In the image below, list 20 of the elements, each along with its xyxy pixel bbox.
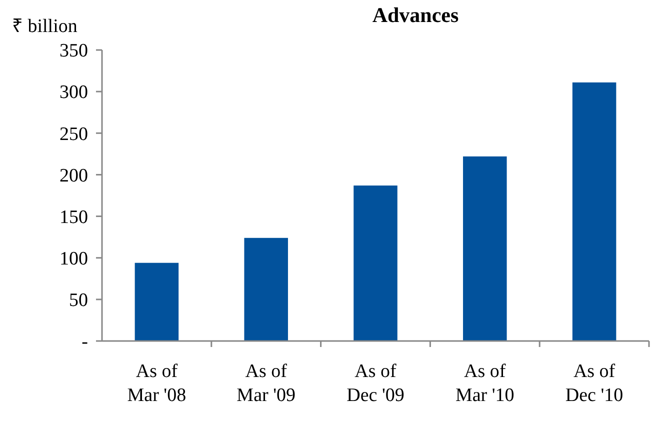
y-tick-label: 250 <box>60 124 88 145</box>
bar <box>572 82 616 341</box>
y-tick-label: - <box>82 332 88 353</box>
y-tick-label: 150 <box>60 206 88 228</box>
y-tick-label: 50 <box>69 290 88 312</box>
x-tick-label: As of Mar '10 <box>455 361 514 406</box>
bar <box>354 186 398 341</box>
x-tick-label: As of Mar '08 <box>127 361 186 406</box>
bar <box>463 156 507 341</box>
y-tick-label: 200 <box>60 165 88 186</box>
x-tick-label: As of Mar '09 <box>236 361 296 406</box>
bar <box>134 262 179 341</box>
chart-title: Advances <box>372 3 459 27</box>
y-tick-label: 300 <box>60 82 88 104</box>
y-tick-label: 100 <box>60 248 88 270</box>
y-axis-title: ₹ billion <box>12 16 78 37</box>
bar <box>244 238 288 341</box>
x-tick-label: As of Dec '09 <box>346 361 404 406</box>
x-tick-label: As of Dec '10 <box>565 361 624 406</box>
y-tick-label: 350 <box>60 40 88 62</box>
